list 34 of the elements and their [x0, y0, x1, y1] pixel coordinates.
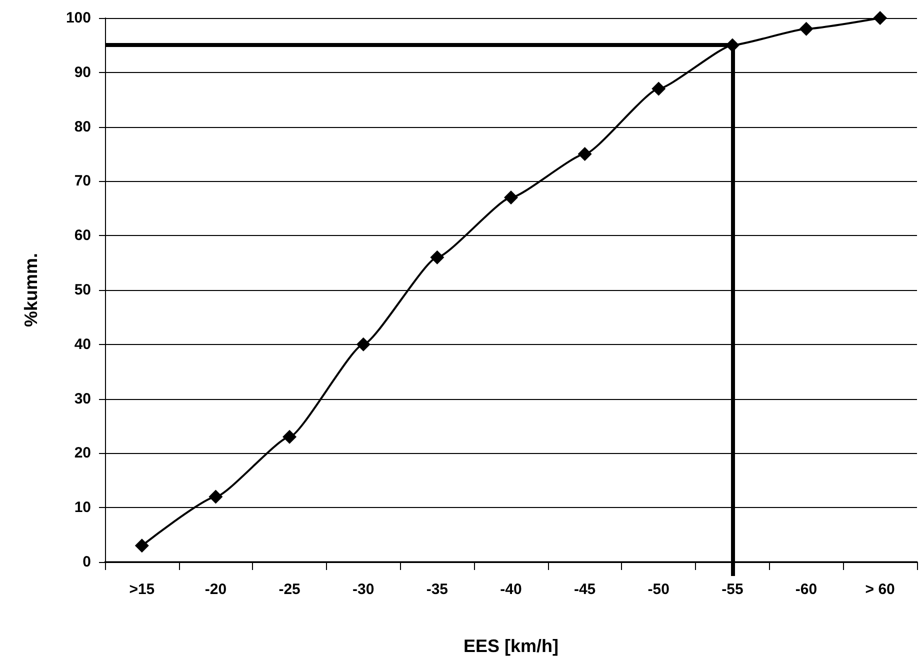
point	[578, 147, 592, 161]
x-tick-label: -50	[648, 581, 670, 598]
x-tick-label: -35	[426, 581, 448, 598]
y-tick-label: 0	[82, 554, 91, 570]
y-tick-label: 40	[74, 336, 91, 353]
point	[873, 11, 888, 25]
x-tick-label: -30	[352, 581, 374, 598]
x-tick-label: -60	[795, 581, 818, 598]
point	[504, 190, 518, 205]
y-tick-label: 20	[74, 444, 91, 462]
x-tick-label: -45	[574, 581, 596, 598]
x-tick-label: -40	[500, 581, 522, 598]
y-tick-label: 10	[74, 499, 91, 516]
y-tick-label: 100	[66, 10, 91, 26]
x-tick-label: >15	[129, 581, 155, 598]
point	[356, 337, 370, 352]
x-tick-label: -25	[278, 581, 300, 598]
x-tick-label: > 60	[865, 581, 895, 598]
y-tick-label: 70	[74, 172, 91, 190]
y-tick-label: 50	[74, 282, 91, 298]
y-axis-title: %kumm.	[21, 252, 41, 328]
point	[208, 490, 223, 504]
point	[282, 430, 297, 444]
y-tick-label: 60	[74, 227, 91, 244]
y-tick-label: 90	[74, 64, 91, 81]
y-tick-label: 80	[74, 118, 91, 136]
x-tick-label: -55	[722, 581, 744, 598]
point	[652, 82, 666, 96]
point	[134, 538, 149, 553]
x-tick-label: -20	[204, 581, 227, 598]
x-axis-title: EES [km/h]	[463, 636, 559, 656]
y-tick-label: 30	[74, 390, 91, 408]
point	[430, 250, 444, 264]
point	[799, 22, 814, 36]
